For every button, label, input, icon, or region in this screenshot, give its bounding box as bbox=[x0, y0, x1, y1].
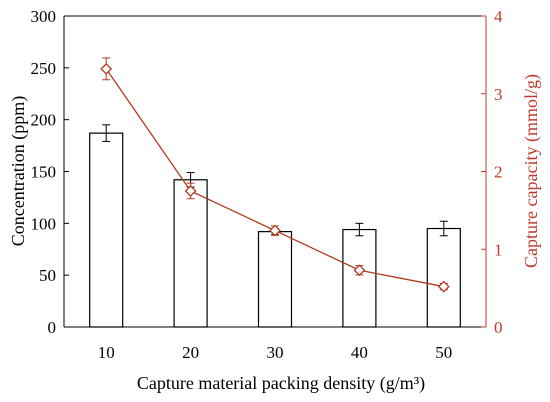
left-axis-title: Concentration (ppm) bbox=[8, 96, 29, 246]
capacity-point-marker bbox=[100, 62, 113, 75]
capacity-point-marker bbox=[184, 185, 197, 197]
x-tick-label: 50 bbox=[435, 343, 452, 362]
bar bbox=[342, 228, 377, 328]
bar bbox=[257, 231, 293, 328]
left-tick-label: 100 bbox=[31, 214, 57, 233]
left-tick-label: 0 bbox=[48, 318, 57, 337]
x-tick-label: 10 bbox=[98, 343, 115, 362]
x-tick-label: 20 bbox=[182, 343, 199, 362]
bar bbox=[89, 132, 124, 328]
left-tick-label: 150 bbox=[31, 163, 57, 182]
right-tick-label: 1 bbox=[494, 240, 503, 259]
right-tick-label: 2 bbox=[494, 163, 503, 182]
right-axis-title: Capture capacity (mmol/g) bbox=[521, 74, 542, 268]
x-axis-title: Capture material packing density (g/m³) bbox=[137, 373, 425, 394]
x-tick-label: 30 bbox=[267, 343, 284, 362]
left-tick-label: 250 bbox=[31, 59, 57, 78]
bar bbox=[173, 179, 208, 328]
right-tick-label: 0 bbox=[494, 318, 503, 337]
capacity-point-marker bbox=[269, 224, 281, 237]
left-tick-label: 300 bbox=[31, 7, 57, 26]
capacity-point-marker bbox=[353, 264, 366, 277]
right-tick-label: 4 bbox=[494, 7, 503, 26]
left-tick-label: 50 bbox=[39, 266, 56, 285]
bar bbox=[426, 227, 461, 328]
plot-area: 0 50 100 150 200 250 300 0 1 2 3 4 10 20 30 40 50 bbox=[31, 7, 504, 362]
left-tick-label: 200 bbox=[31, 111, 57, 130]
capacity-point-marker bbox=[437, 280, 450, 293]
x-tick-label: 40 bbox=[351, 343, 368, 362]
right-tick-label: 3 bbox=[494, 85, 503, 104]
